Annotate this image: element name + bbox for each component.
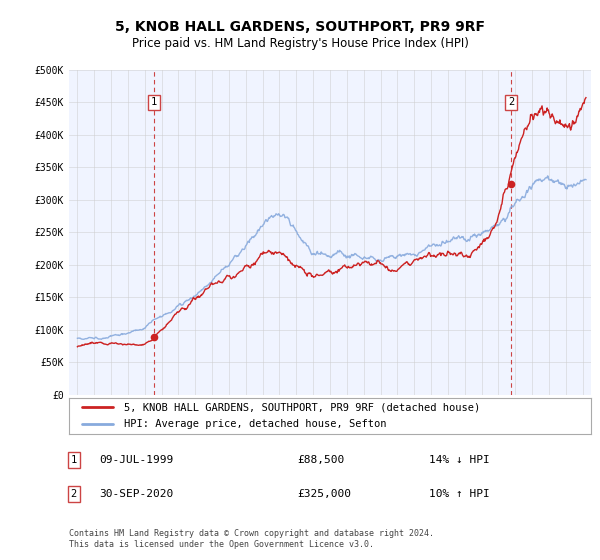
Text: 30-SEP-2020: 30-SEP-2020 — [99, 489, 173, 499]
Text: Price paid vs. HM Land Registry's House Price Index (HPI): Price paid vs. HM Land Registry's House … — [131, 37, 469, 50]
Text: 5, KNOB HALL GARDENS, SOUTHPORT, PR9 9RF (detached house): 5, KNOB HALL GARDENS, SOUTHPORT, PR9 9RF… — [124, 403, 480, 412]
Text: 14% ↓ HPI: 14% ↓ HPI — [429, 455, 490, 465]
Text: £88,500: £88,500 — [297, 455, 344, 465]
Text: Contains HM Land Registry data © Crown copyright and database right 2024.: Contains HM Land Registry data © Crown c… — [69, 529, 434, 538]
Text: 2: 2 — [71, 489, 77, 499]
Text: £325,000: £325,000 — [297, 489, 351, 499]
Text: 2: 2 — [508, 97, 514, 108]
Text: 10% ↑ HPI: 10% ↑ HPI — [429, 489, 490, 499]
Text: 1: 1 — [71, 455, 77, 465]
Text: HPI: Average price, detached house, Sefton: HPI: Average price, detached house, Seft… — [124, 419, 386, 429]
Text: 09-JUL-1999: 09-JUL-1999 — [99, 455, 173, 465]
Text: 1: 1 — [151, 97, 157, 108]
Text: 5, KNOB HALL GARDENS, SOUTHPORT, PR9 9RF: 5, KNOB HALL GARDENS, SOUTHPORT, PR9 9RF — [115, 20, 485, 34]
Text: This data is licensed under the Open Government Licence v3.0.: This data is licensed under the Open Gov… — [69, 540, 374, 549]
